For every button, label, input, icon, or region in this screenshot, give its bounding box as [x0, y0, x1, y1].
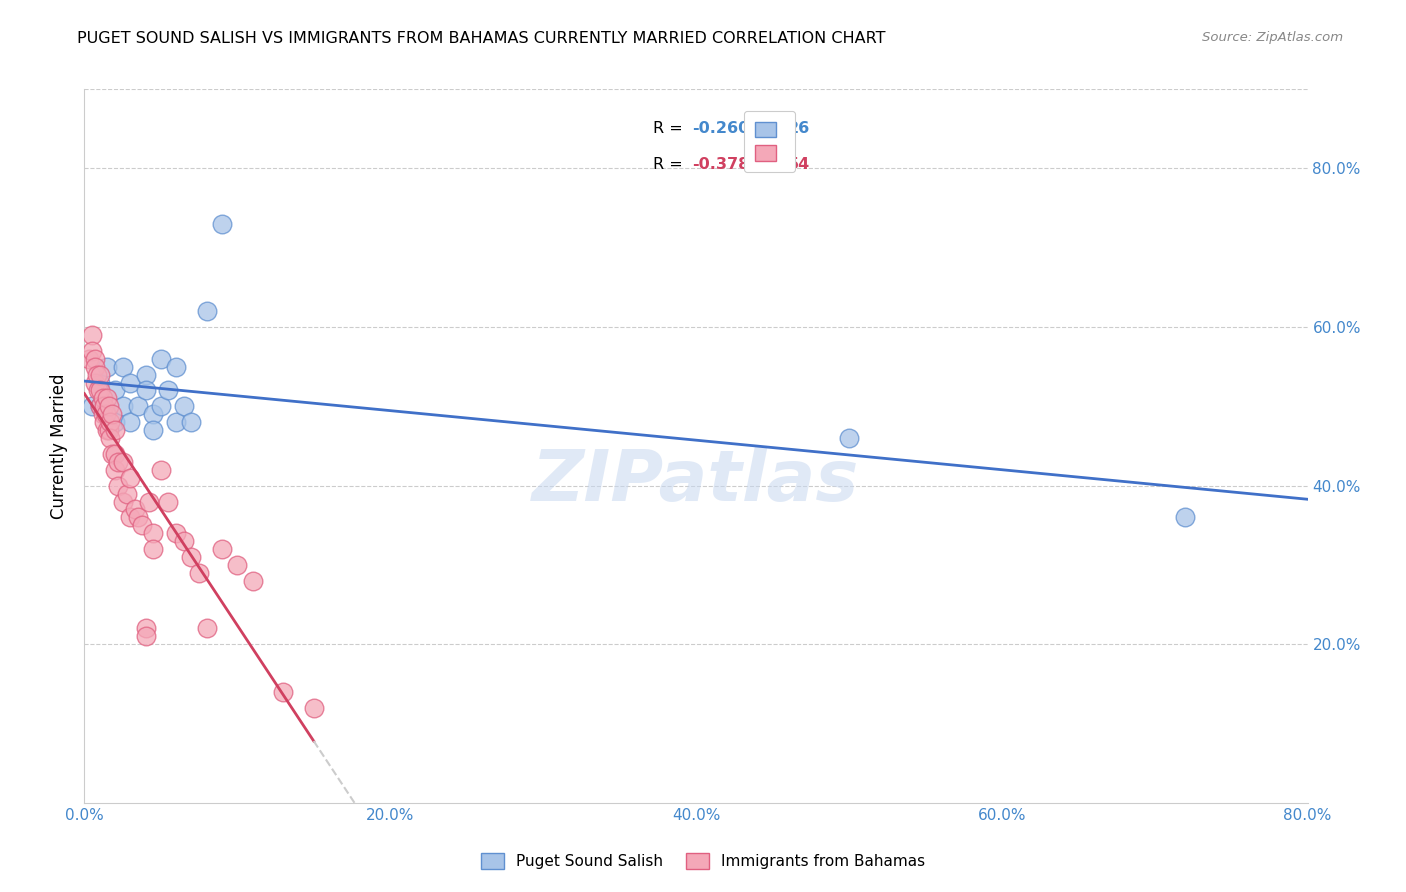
Text: N =: N = [751, 157, 797, 171]
Point [84, 351, 107, 366]
Point [80, 400, 103, 414]
Point [101, 407, 124, 421]
Point [98, 415, 121, 429]
Text: Source: ZipAtlas.com: Source: ZipAtlas.com [1202, 31, 1343, 45]
Point [138, 494, 160, 508]
Point [104, 423, 127, 437]
Point [165, 415, 187, 429]
Point [101, 447, 124, 461]
Point [111, 359, 134, 374]
Point [97, 423, 120, 437]
Point [89, 376, 111, 390]
Point [89, 368, 111, 382]
Point [120, 471, 142, 485]
Point [142, 407, 165, 421]
Legend: , : , [744, 112, 794, 172]
Point [97, 400, 120, 414]
Point [107, 455, 129, 469]
Text: 54: 54 [787, 157, 810, 171]
Text: -0.378: -0.378 [692, 157, 749, 171]
Point [87, 384, 110, 398]
Point [242, 574, 264, 588]
Point [157, 384, 180, 398]
Point [127, 400, 149, 414]
Point [165, 359, 187, 374]
Point [173, 534, 195, 549]
Point [96, 392, 118, 406]
Point [98, 431, 121, 445]
Point [135, 621, 157, 635]
Point [127, 510, 149, 524]
Legend: Puget Sound Salish, Immigrants from Bahamas: Puget Sound Salish, Immigrants from Baha… [475, 847, 931, 875]
Point [104, 415, 127, 429]
Point [84, 376, 107, 390]
Text: R =: R = [654, 121, 688, 136]
Point [94, 407, 117, 421]
Point [131, 518, 153, 533]
Point [135, 629, 157, 643]
Point [111, 494, 134, 508]
Point [302, 700, 325, 714]
Point [188, 566, 211, 580]
Point [142, 526, 165, 541]
Point [91, 407, 114, 421]
Point [80, 343, 103, 358]
Point [165, 526, 187, 541]
Point [89, 400, 111, 414]
Point [107, 478, 129, 492]
Point [1174, 510, 1197, 524]
Point [89, 400, 111, 414]
Point [149, 463, 172, 477]
Point [91, 392, 114, 406]
Point [80, 328, 103, 343]
Point [180, 549, 202, 564]
Point [93, 415, 115, 429]
Text: R =: R = [654, 157, 688, 171]
Point [226, 558, 249, 572]
Point [195, 304, 218, 318]
Point [173, 400, 195, 414]
Point [104, 447, 127, 461]
Point [195, 621, 218, 635]
Point [149, 400, 172, 414]
Text: -0.260: -0.260 [692, 121, 749, 136]
Y-axis label: Currently Married: Currently Married [51, 373, 69, 519]
Text: N =: N = [751, 121, 797, 136]
Point [135, 368, 157, 382]
Point [111, 400, 134, 414]
Point [271, 685, 294, 699]
Point [211, 217, 233, 231]
Point [93, 400, 115, 414]
Point [135, 384, 157, 398]
Point [180, 415, 202, 429]
Point [149, 351, 172, 366]
Point [142, 542, 165, 557]
Point [104, 463, 127, 477]
Point [115, 486, 138, 500]
Point [211, 542, 233, 557]
Point [120, 376, 142, 390]
Text: PUGET SOUND SALISH VS IMMIGRANTS FROM BAHAMAS CURRENTLY MARRIED CORRELATION CHAR: PUGET SOUND SALISH VS IMMIGRANTS FROM BA… [77, 31, 886, 46]
Point [124, 502, 146, 516]
Text: 26: 26 [787, 121, 810, 136]
Text: ZIPatlas: ZIPatlas [533, 447, 859, 516]
Point [96, 359, 118, 374]
Point [84, 359, 107, 374]
Point [77, 351, 100, 366]
Point [157, 494, 180, 508]
Point [89, 384, 111, 398]
Point [111, 455, 134, 469]
Point [104, 384, 127, 398]
Point [86, 368, 108, 382]
Point [120, 510, 142, 524]
Point [96, 423, 118, 437]
Point [838, 431, 860, 445]
Point [120, 415, 142, 429]
Point [142, 423, 165, 437]
